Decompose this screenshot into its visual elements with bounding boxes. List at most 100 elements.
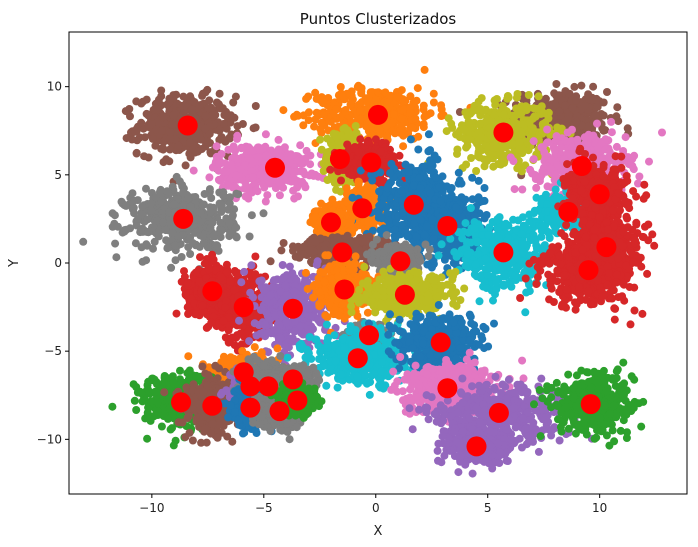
data-point xyxy=(547,156,556,165)
data-point xyxy=(497,154,506,163)
data-point xyxy=(513,164,522,173)
data-point xyxy=(217,226,226,235)
data-point xyxy=(165,157,174,166)
data-point xyxy=(206,203,215,212)
data-point xyxy=(251,102,260,110)
data-point xyxy=(346,100,355,109)
data-point xyxy=(503,92,512,100)
data-point xyxy=(383,98,391,107)
data-point xyxy=(518,185,527,194)
data-point xyxy=(389,152,398,161)
data-point xyxy=(510,185,519,194)
data-point xyxy=(158,218,167,227)
data-point xyxy=(536,173,545,182)
data-point xyxy=(163,187,172,196)
data-point xyxy=(138,202,147,211)
data-point xyxy=(419,123,428,132)
data-point xyxy=(375,187,384,196)
data-point xyxy=(261,197,270,206)
data-point xyxy=(583,122,592,131)
data-point xyxy=(499,110,508,119)
data-point xyxy=(454,168,463,177)
data-point xyxy=(142,240,151,249)
data-point xyxy=(151,104,160,113)
data-point xyxy=(377,200,386,209)
data-point xyxy=(316,135,324,144)
data-point xyxy=(249,146,257,155)
data-point xyxy=(292,110,301,119)
data-point xyxy=(475,119,484,128)
data-point xyxy=(519,120,528,129)
data-point xyxy=(376,147,385,156)
data-point xyxy=(465,134,474,143)
data-point xyxy=(522,106,531,115)
data-point xyxy=(412,96,421,105)
data-point xyxy=(132,149,141,158)
data-point xyxy=(414,132,423,141)
data-point xyxy=(429,98,438,107)
data-point xyxy=(137,225,146,234)
data-point xyxy=(544,114,553,123)
data-point xyxy=(553,123,562,132)
data-point xyxy=(601,126,610,135)
data-point xyxy=(233,122,242,131)
data-point xyxy=(304,108,313,117)
data-point xyxy=(512,93,521,102)
data-point xyxy=(399,142,408,151)
data-point xyxy=(265,177,274,186)
data-point xyxy=(490,96,499,105)
data-point xyxy=(148,134,157,143)
data-point xyxy=(406,108,415,117)
data-point xyxy=(296,141,305,150)
data-point xyxy=(259,209,268,218)
data-point xyxy=(261,130,270,139)
data-point xyxy=(509,157,518,166)
data-point xyxy=(420,65,429,74)
data-point xyxy=(607,117,616,126)
data-point xyxy=(399,129,408,138)
data-point xyxy=(193,208,202,216)
data-point xyxy=(189,166,198,175)
data-point xyxy=(490,110,499,119)
data-point xyxy=(171,256,180,265)
data-point xyxy=(529,104,538,113)
data-point xyxy=(144,153,153,162)
data-point xyxy=(393,93,402,102)
data-point xyxy=(186,153,195,162)
data-point xyxy=(597,138,606,147)
data-point xyxy=(225,134,234,143)
data-point xyxy=(179,92,188,101)
data-point xyxy=(215,89,224,98)
data-point xyxy=(233,131,242,140)
data-point xyxy=(221,159,230,168)
data-point xyxy=(143,215,152,224)
data-point xyxy=(577,81,586,90)
data-point xyxy=(534,92,543,101)
data-point xyxy=(341,107,350,116)
data-point xyxy=(131,127,140,136)
data-point xyxy=(383,184,392,193)
data-point xyxy=(326,165,335,174)
data-point xyxy=(426,158,435,167)
data-point xyxy=(290,194,299,203)
data-point xyxy=(205,96,214,105)
data-point xyxy=(279,106,288,115)
data-point xyxy=(356,115,365,124)
data-point xyxy=(122,134,131,143)
data-point xyxy=(332,105,340,114)
data-point xyxy=(122,225,131,234)
data-point xyxy=(467,154,476,162)
data-point xyxy=(474,193,483,202)
data-point xyxy=(317,118,326,127)
data-point xyxy=(613,103,622,112)
data-point xyxy=(401,160,410,169)
data-point xyxy=(419,101,428,110)
data-point xyxy=(122,201,130,210)
data-point xyxy=(517,130,526,139)
data-point xyxy=(248,173,257,182)
data-point xyxy=(658,128,666,137)
data-point xyxy=(529,137,538,146)
data-point xyxy=(274,135,283,144)
data-point xyxy=(289,176,298,185)
data-point xyxy=(375,126,384,135)
